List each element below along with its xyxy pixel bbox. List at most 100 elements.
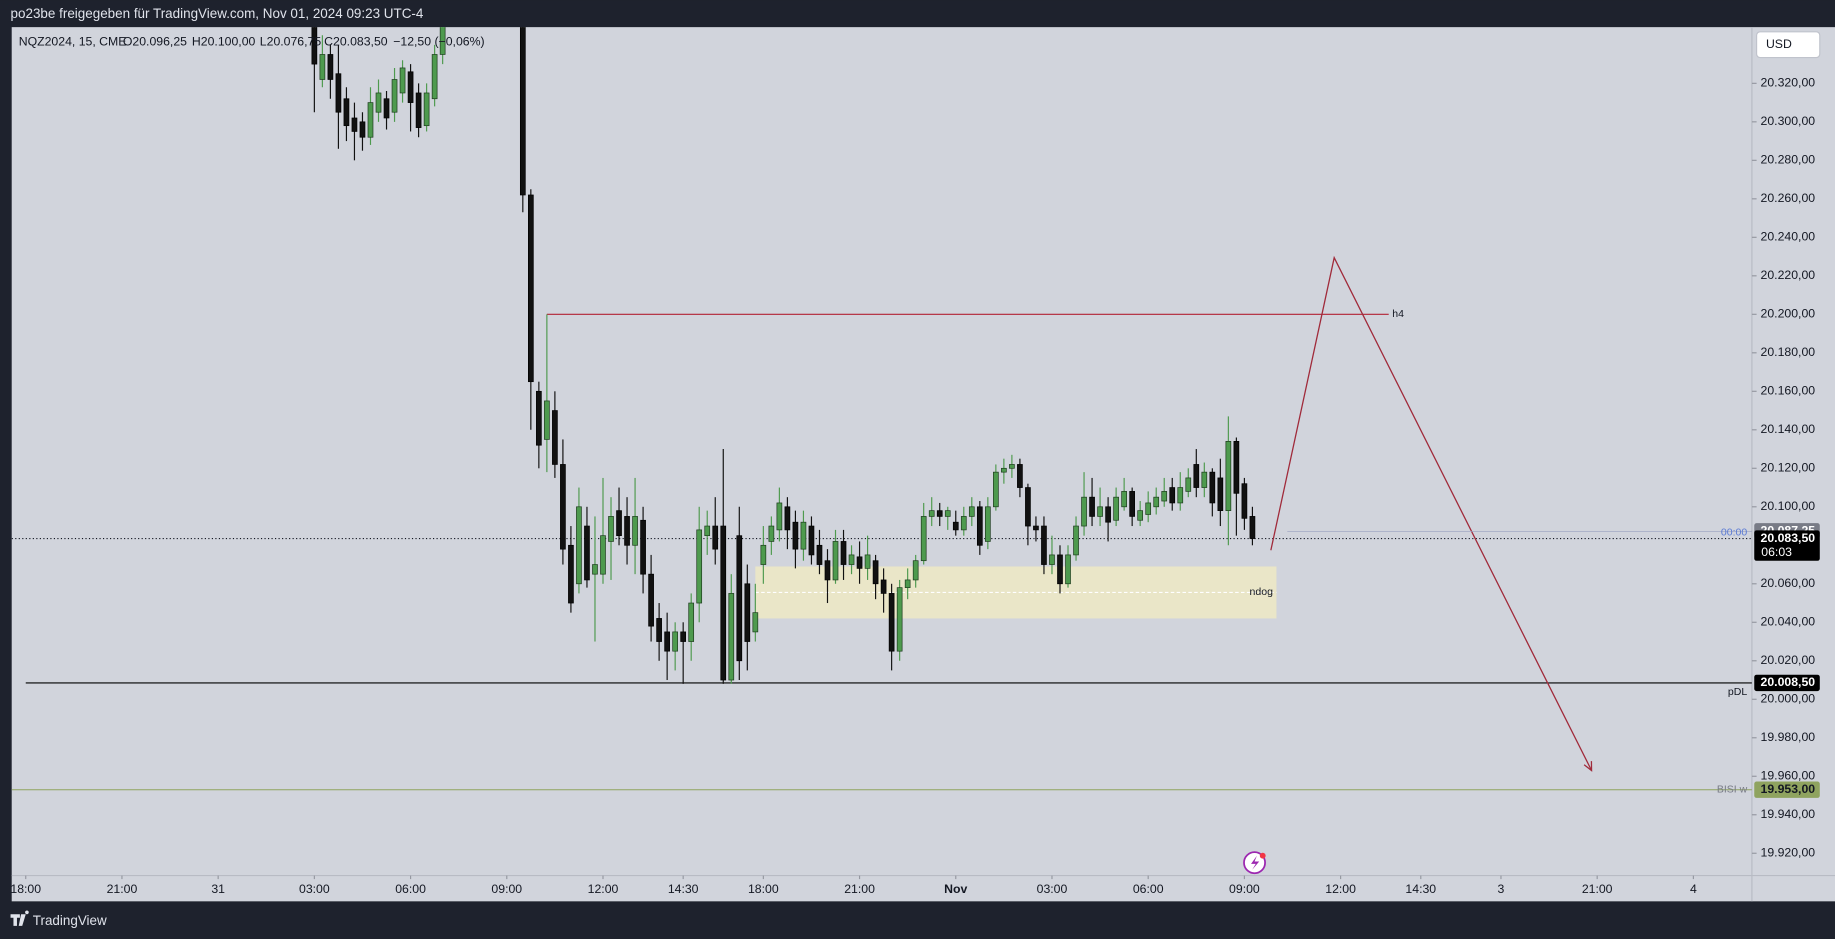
candle-body <box>736 535 743 662</box>
candle-body <box>704 525 711 537</box>
time-tick-label: 3 <box>1498 882 1505 896</box>
candle-body <box>383 98 390 119</box>
candle-body <box>1097 506 1103 517</box>
candle-body <box>1041 525 1047 565</box>
price-tick-label: 20.140,00 <box>1761 422 1816 436</box>
candle-body <box>768 525 775 542</box>
time-tick-label: 21:00 <box>107 882 138 896</box>
time-tick-label: 21:00 <box>1582 882 1613 896</box>
header-title: po23be freigegeben für TradingView.com, … <box>11 6 424 21</box>
chart-background <box>11 27 1835 902</box>
candle-body <box>760 544 767 565</box>
candle-body <box>1089 496 1095 517</box>
candle-body <box>648 573 654 627</box>
candle-body <box>1057 554 1063 585</box>
legend-symbol: NQZ2024, 15, CME <box>19 35 127 49</box>
time-tick-label: Nov <box>944 882 967 896</box>
candle-body <box>872 560 879 585</box>
price-tick-label: 20.220,00 <box>1761 268 1816 282</box>
price-tick-label: 20.300,00 <box>1761 114 1816 128</box>
candle-body <box>367 102 374 138</box>
candle-body <box>1025 487 1031 527</box>
last-price-box <box>1754 530 1820 561</box>
candle-body <box>800 521 807 550</box>
candle-body <box>311 27 318 65</box>
time-tick-label: 14:30 <box>1405 882 1436 896</box>
level-price-box <box>1754 674 1820 692</box>
candle-body <box>1017 464 1023 488</box>
candle-body <box>343 98 350 127</box>
candle-body <box>1137 510 1144 521</box>
candle-body <box>616 510 622 537</box>
price-tick-label: 19.960,00 <box>1761 769 1816 783</box>
candle-body <box>776 502 783 531</box>
candle-body <box>327 54 334 80</box>
candle-body <box>688 602 695 642</box>
candle-body <box>407 71 414 103</box>
session-label: 00:00 <box>1721 526 1747 538</box>
candle-body <box>359 121 366 138</box>
candle-body <box>431 54 438 100</box>
price-tick-label: 20.060,00 <box>1761 576 1816 590</box>
alert-bolt <box>1251 855 1260 870</box>
candle-body <box>968 506 975 517</box>
candle-body <box>632 516 638 546</box>
candle-body <box>856 556 863 569</box>
candle-body <box>608 516 614 542</box>
candle-body <box>1001 467 1007 473</box>
time-tick-label: 14:30 <box>668 882 699 896</box>
alert-dot <box>1259 852 1266 859</box>
candle-body <box>784 506 791 531</box>
price-tick-label: 20.180,00 <box>1761 345 1816 359</box>
candle-body <box>848 554 855 565</box>
currency-button[interactable] <box>1756 31 1821 59</box>
candle-body <box>600 535 606 575</box>
price-tick-label: 19.980,00 <box>1761 730 1816 744</box>
candle-body <box>1209 471 1216 504</box>
candle-body <box>1129 491 1135 517</box>
candle-body <box>1049 554 1055 565</box>
brand-logo <box>10 910 29 926</box>
candle-body <box>752 612 759 633</box>
level-name: BISI w <box>1717 784 1748 796</box>
time-tick-label: 18:00 <box>10 882 41 896</box>
candle-body <box>391 79 398 113</box>
candle-body <box>335 73 342 113</box>
candle-body <box>1153 496 1160 508</box>
candle-body <box>536 390 542 446</box>
candle-body <box>1201 471 1208 488</box>
candle-body <box>920 516 927 562</box>
time-tick-label: 09:00 <box>1229 882 1260 896</box>
candle-body <box>544 400 550 440</box>
price-tick-label: 19.940,00 <box>1761 807 1816 821</box>
price-tick-label: 20.260,00 <box>1761 191 1816 205</box>
price-tick-label: 20.020,00 <box>1761 653 1816 667</box>
candle-body <box>1081 496 1087 527</box>
currency-label[interactable]: USD <box>1766 37 1792 51</box>
candle-body <box>912 560 919 581</box>
ndog-label: ndog <box>1250 586 1274 598</box>
time-tick-label: 12:00 <box>588 882 619 896</box>
candle-body <box>888 593 895 652</box>
candle-body <box>664 631 670 652</box>
time-tick-label: 09:00 <box>491 882 522 896</box>
price-tick-label: 20.200,00 <box>1761 307 1816 321</box>
candle-body <box>1185 477 1192 492</box>
candle-body <box>840 541 847 565</box>
candle-body <box>672 631 678 652</box>
candle-body <box>319 54 326 80</box>
candle-body <box>1233 441 1240 494</box>
time-tick-label: 06:00 <box>1133 882 1164 896</box>
level-price-label: 20.008,50 <box>1761 675 1816 689</box>
candle-body <box>1113 496 1119 521</box>
level-name: pDL <box>1728 686 1747 698</box>
time-tick-label: 03:00 <box>299 882 330 896</box>
candle-body <box>1225 441 1232 511</box>
candle-body <box>792 521 799 550</box>
time-tick-label: 12:00 <box>1325 882 1356 896</box>
time-tick-label: 4 <box>1690 882 1697 896</box>
level-price-box <box>1754 781 1820 798</box>
time-tick-label: 31 <box>211 882 225 896</box>
candle-body <box>928 510 935 517</box>
